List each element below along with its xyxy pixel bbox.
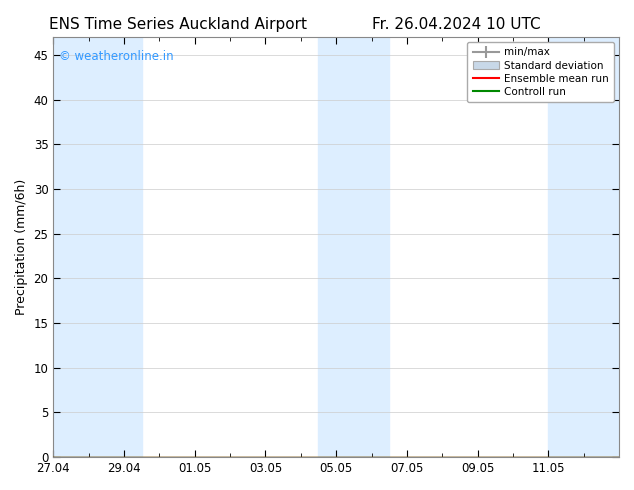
Bar [53,37,107,457]
Bar [318,37,389,457]
Text: ENS Time Series Auckland Airport: ENS Time Series Auckland Airport [49,17,306,32]
Bar [107,37,141,457]
Text: © weatheronline.in: © weatheronline.in [59,49,174,63]
Y-axis label: Precipitation (mm/6h): Precipitation (mm/6h) [15,179,28,315]
Text: Fr. 26.04.2024 10 UTC: Fr. 26.04.2024 10 UTC [372,17,541,32]
Legend: min/max, Standard deviation, Ensemble mean run, Controll run: min/max, Standard deviation, Ensemble me… [467,42,614,102]
Bar [548,37,619,457]
